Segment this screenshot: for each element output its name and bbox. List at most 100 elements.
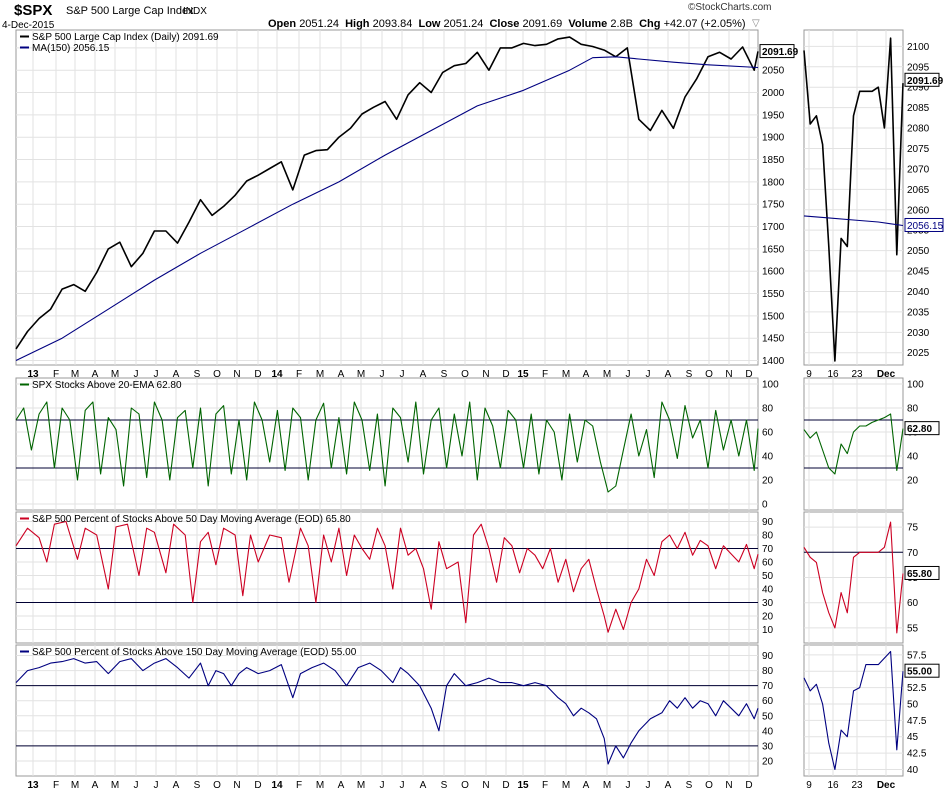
chg-label: Chg	[639, 18, 661, 30]
y-tick-label: 2040	[907, 287, 930, 298]
x-tick-label: M	[357, 780, 365, 791]
x-tick-label: J	[626, 369, 631, 380]
series-line-1	[803, 215, 904, 227]
close-value: 2091.69	[522, 18, 563, 30]
y-tick-label: 2095	[907, 62, 930, 73]
panel-frame-price	[15, 29, 759, 366]
x-tick-label: 15	[517, 369, 529, 380]
x-tick-label: D	[745, 369, 752, 380]
y-tick-label: 1900	[762, 133, 785, 144]
x-tick-label: F	[542, 369, 548, 380]
y-tick-label: 60	[762, 557, 774, 568]
x-tick-label: D	[502, 780, 509, 791]
y-tick-label: 2050	[907, 246, 930, 257]
x-tick-label: S	[194, 780, 201, 791]
last-value-tag	[904, 663, 940, 678]
chg-value: +42.07 (+2.05%)	[663, 18, 746, 30]
x-tick-label: J	[646, 780, 651, 791]
x-tick-label: N	[725, 369, 732, 380]
ma-value-label: 2056.15	[907, 221, 944, 232]
zoom-x-tick-label: Dec	[877, 369, 896, 380]
y-tick-label: 1500	[762, 311, 785, 322]
y-tick-label: 100	[762, 380, 779, 391]
x-tick-label: O	[705, 369, 713, 380]
last-value-label: 2091.69	[762, 47, 799, 58]
y-tick-label: 50	[762, 571, 774, 582]
y-tick-label: 90	[762, 651, 774, 662]
x-tick-label: N	[482, 780, 489, 791]
ohlc-stats: Open 2051.24 High 2093.84 Low 2051.24 Cl…	[268, 18, 746, 30]
x-tick-label: O	[705, 780, 713, 791]
y-tick-label: 2080	[907, 124, 930, 135]
panel-frame-ema20	[15, 377, 759, 511]
x-tick-label: J	[154, 780, 159, 791]
y-tick-label: 1400	[762, 356, 785, 367]
x-tick-label: N	[725, 780, 732, 791]
y-tick-label: 1950	[762, 110, 785, 121]
y-tick-label: 57.5	[907, 650, 927, 661]
x-tick-label: F	[542, 780, 548, 791]
y-tick-label: 80	[762, 404, 774, 415]
x-tick-label: J	[380, 369, 385, 380]
panel-frame-ema20-zoom	[803, 377, 904, 511]
x-tick-label: A	[420, 780, 427, 791]
y-tick-label: 20	[762, 756, 774, 767]
copyright-icon: ©	[688, 2, 696, 13]
x-tick-label: S	[686, 369, 693, 380]
exchange-label: INDX	[183, 6, 207, 17]
x-tick-label: J	[134, 780, 139, 791]
y-tick-label: 1700	[762, 222, 785, 233]
y-tick-label: 2060	[907, 205, 930, 216]
last-value-label: 65.80	[907, 569, 932, 580]
x-tick-label: D	[254, 369, 261, 380]
y-tick-label: 52.5	[907, 683, 927, 694]
y-tick-label: 20	[907, 476, 919, 487]
y-tick-label: 1800	[762, 177, 785, 188]
low-label: Low	[418, 18, 441, 30]
triangle-down-icon[interactable]: ▽	[752, 18, 760, 29]
x-tick-label: S	[441, 780, 448, 791]
series-line-0	[803, 413, 904, 475]
y-tick-label: 30	[762, 741, 774, 752]
series-line-0	[803, 521, 904, 634]
x-tick-label: F	[296, 780, 302, 791]
brand-watermark[interactable]: ©StockCharts.com	[688, 2, 772, 13]
y-tick-label: 30	[762, 598, 774, 609]
x-tick-label: S	[194, 369, 201, 380]
close-label: Close	[489, 18, 520, 30]
y-tick-label: 40	[907, 765, 919, 776]
last-value-label: 62.80	[907, 424, 932, 435]
x-tick-label: O	[213, 780, 221, 791]
zoom-x-tick-label: 23	[851, 369, 863, 380]
x-tick-label: D	[254, 780, 261, 791]
y-tick-label: 55	[907, 623, 919, 634]
y-tick-label: 2045	[907, 267, 930, 278]
x-tick-label: S	[441, 369, 448, 380]
ticker-name: S&P 500 Large Cap Index	[66, 5, 194, 17]
x-tick-label: J	[626, 780, 631, 791]
x-tick-label: M	[316, 369, 324, 380]
ma-value-tag	[904, 217, 944, 232]
y-tick-label: 10	[762, 625, 774, 636]
y-tick-label: 60	[762, 428, 774, 439]
y-tick-label: 2075	[907, 144, 930, 155]
x-tick-label: A	[92, 369, 99, 380]
x-tick-label: J	[400, 780, 405, 791]
zoom-x-tick-label: 23	[851, 780, 863, 791]
x-tick-label: D	[502, 369, 509, 380]
y-tick-label: 80	[907, 404, 919, 415]
y-tick-label: 1850	[762, 155, 785, 166]
x-tick-label: O	[461, 780, 469, 791]
x-tick-label: M	[111, 369, 119, 380]
last-value-label: 2091.69	[907, 76, 944, 87]
x-tick-label: D	[745, 780, 752, 791]
x-tick-label: J	[646, 369, 651, 380]
zoom-x-tick-label: 16	[827, 369, 839, 380]
x-tick-label: A	[665, 780, 672, 791]
volume-value: 2.8B	[610, 18, 633, 30]
last-value-tag	[904, 421, 940, 436]
y-tick-label: 2025	[907, 348, 930, 359]
y-tick-label: 40	[907, 452, 919, 463]
x-tick-label: O	[213, 369, 221, 380]
